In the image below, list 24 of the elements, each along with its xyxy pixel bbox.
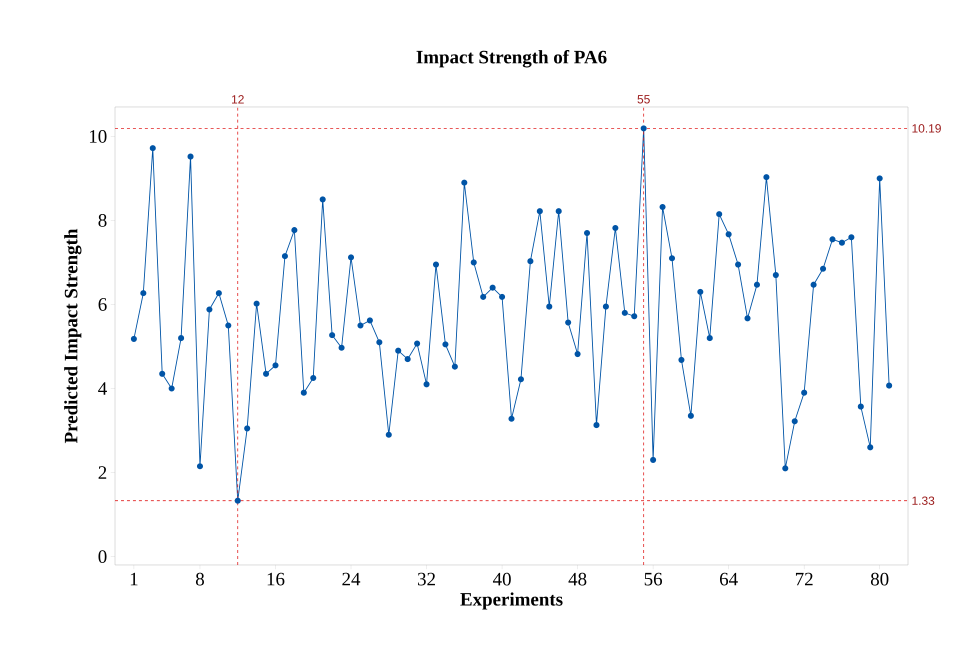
y-tick-label: 4 — [98, 382, 107, 395]
y-tick-label: 10 — [90, 130, 107, 143]
x-tick-label: 80 — [870, 572, 888, 586]
y-tick-label: 6 — [98, 298, 107, 311]
ref-line-label: 10.19 — [912, 124, 941, 133]
x-tick-label: 56 — [644, 572, 662, 586]
y-tick-label: 0 — [98, 550, 107, 563]
y-axis-title: Predicted Impact Strength — [64, 228, 82, 444]
x-tick-label: 72 — [796, 572, 813, 586]
ref-line-label: 1.33 — [912, 496, 934, 505]
chart-title: Impact Strength of PA6 — [416, 50, 607, 68]
x-tick-label: 64 — [720, 572, 738, 586]
x-tick-label: 40 — [492, 572, 511, 586]
ref-line-label: 12 — [232, 95, 244, 104]
x-tick-label: 16 — [268, 572, 284, 586]
x-tick-label: 48 — [568, 572, 586, 586]
y-tick-label: 2 — [98, 466, 106, 479]
x-tick-label: 1 — [130, 572, 138, 586]
x-tick-label: 32 — [418, 572, 435, 586]
x-tick-label: 8 — [196, 572, 204, 586]
ref-line-label: 55 — [638, 95, 650, 104]
y-tick-label: 8 — [98, 214, 107, 227]
x-tick-label: 24 — [342, 572, 360, 586]
x-axis-title: Experiments — [460, 592, 563, 610]
